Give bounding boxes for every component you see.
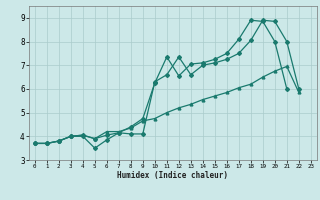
X-axis label: Humidex (Indice chaleur): Humidex (Indice chaleur) bbox=[117, 171, 228, 180]
